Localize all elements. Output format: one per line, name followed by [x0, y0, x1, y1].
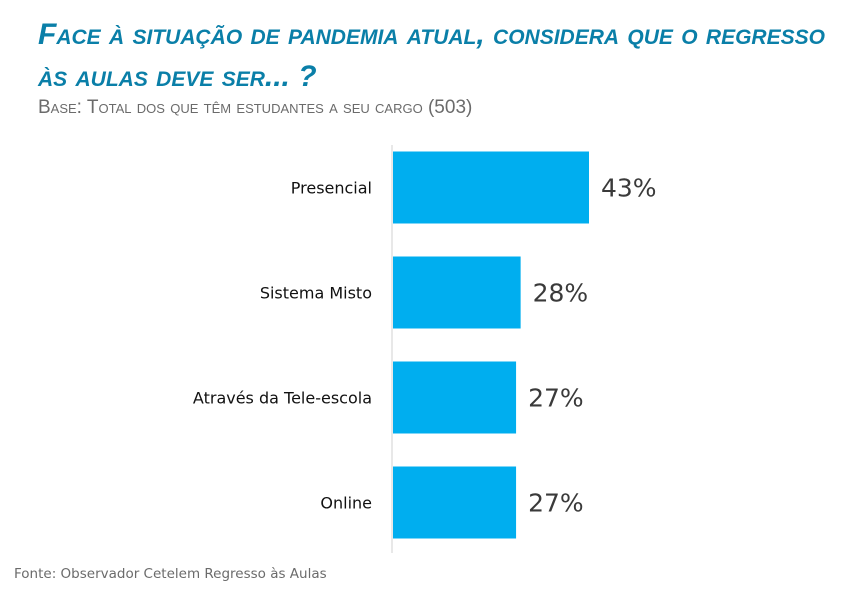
value-label: 27% — [528, 384, 584, 413]
value-label: 43% — [601, 174, 657, 203]
value-label: 28% — [533, 279, 589, 308]
bar-0 — [393, 151, 589, 224]
category-label: Sistema Misto — [260, 284, 372, 303]
category-label: Através da Tele-escola — [193, 389, 372, 408]
bar-1 — [393, 256, 521, 329]
source-note: Fonte: Observador Cetelem Regresso às Au… — [14, 566, 327, 582]
chart-subtitle: Base: Total dos que têm estudantes a seu… — [38, 97, 473, 118]
bar-3 — [393, 466, 517, 539]
category-label: Online — [320, 494, 372, 513]
bar-2 — [393, 361, 517, 434]
chart-title: Face à situação de pandemia atual, consi… — [38, 18, 825, 93]
value-label: 27% — [528, 489, 584, 518]
bars-group: Presencial 43% Sistema Misto 28% Através da … — [193, 151, 657, 539]
category-label: Presencial — [291, 179, 372, 198]
